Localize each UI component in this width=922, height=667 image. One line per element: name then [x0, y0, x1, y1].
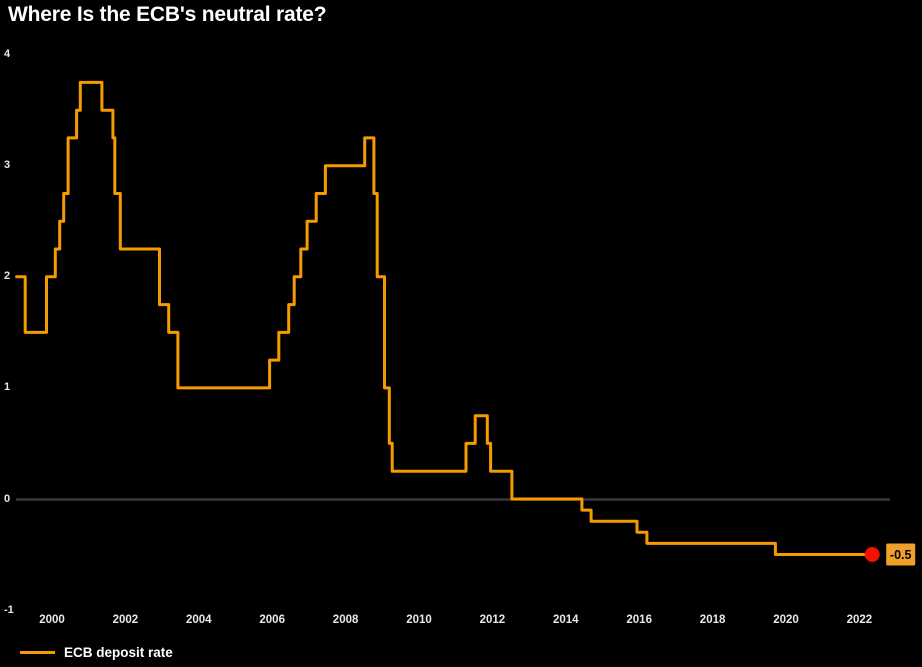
- x-axis-tick-label: 2004: [186, 614, 212, 626]
- x-axis-tick-label: 2002: [112, 614, 139, 626]
- series-end-marker: [864, 547, 880, 562]
- y-axis-tick-label: 3: [4, 159, 11, 172]
- x-axis-tick-label: 2014: [553, 614, 579, 626]
- x-axis-tick-label: 2006: [259, 614, 285, 626]
- x-axis-tick-label: 2010: [406, 614, 432, 626]
- x-axis-tick-label: 2020: [773, 614, 799, 626]
- legend-line-swatch: [20, 651, 55, 654]
- chart-title: Where Is the ECB's neutral rate?: [8, 3, 327, 26]
- ecb-deposit-rate-line: [15, 80, 873, 556]
- end-value-label-box: [886, 543, 916, 566]
- x-axis-tick-label: 2016: [626, 614, 652, 626]
- end-value-label: -0.5: [890, 548, 912, 562]
- legend-label: ECB deposit rate: [64, 645, 173, 660]
- x-axis-tick-label: 2008: [332, 614, 359, 626]
- x-axis-tick-label: 2000: [39, 614, 65, 626]
- y-axis-tick-label: 4: [4, 48, 11, 61]
- x-axis-tick-label: 2018: [699, 614, 726, 626]
- x-axis-tick-label: 2022: [846, 614, 873, 626]
- y-axis-tick-label: 2: [4, 270, 11, 283]
- y-axis-tick-label: -1: [4, 603, 14, 616]
- legend: ECB deposit rate: [20, 645, 173, 660]
- y-axis-tick-label: 1: [4, 381, 11, 394]
- x-axis-tick-label: 2012: [479, 614, 506, 626]
- y-axis-tick-label: 0: [4, 492, 11, 505]
